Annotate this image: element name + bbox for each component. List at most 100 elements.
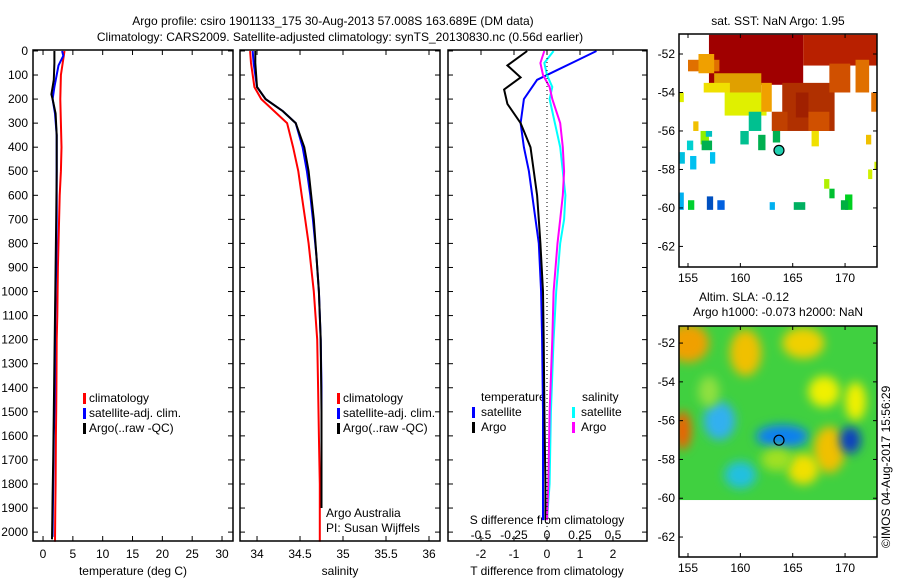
sst-cell: [709, 152, 716, 164]
plot-frame: [32, 49, 234, 542]
y-tick-label: 200: [8, 92, 28, 106]
y-tick-label: 2000: [1, 525, 28, 539]
x-tick-label: 10: [96, 547, 110, 561]
sst-cell: [679, 92, 684, 103]
sst-cell: [693, 121, 699, 131]
x-tick-label: 1: [577, 547, 584, 561]
series-line-argo: [50, 51, 58, 540]
sst-cell: [688, 200, 695, 210]
legend-swatch: [83, 408, 86, 419]
sla-blob: [698, 376, 720, 407]
sla-blob: [808, 376, 840, 407]
y-tick-label: -52: [658, 47, 676, 61]
sst-cell: [690, 155, 697, 170]
sst-cell: [761, 82, 772, 112]
legend-label: satellite-adj. clim.: [343, 406, 435, 420]
y-tick-label: 1100: [2, 309, 28, 323]
y-tick-label: -62: [658, 530, 676, 544]
x-tick-label-salinity: 0.5: [605, 528, 622, 542]
legend-label: Argo: [581, 420, 607, 434]
y-tick-label: -58: [658, 162, 676, 176]
sst-cell: [706, 196, 714, 210]
y-tick-label: 1900: [1, 501, 28, 515]
sla-blob: [729, 329, 762, 376]
sst-cell: [829, 188, 835, 199]
series-line-salinity-argo: [539, 50, 566, 521]
map-frame: [678, 33, 878, 268]
legend-label: Argo(..raw -QC): [343, 421, 428, 435]
title-line-1: Argo profile: csiro 1901133_175 30-Aug-2…: [132, 14, 533, 28]
sst-cell: [679, 192, 684, 210]
legend-temperature-title: temperature: [481, 390, 546, 404]
y-tick-label: 800: [8, 236, 28, 250]
sst-cell: [758, 134, 766, 151]
y-tick-label: -56: [658, 124, 676, 138]
sst-cell: [771, 111, 788, 131]
sst-cell: [679, 152, 685, 164]
sla-blob: [679, 326, 709, 363]
map-frame: [678, 325, 878, 558]
y-tick-label: -54: [658, 85, 676, 99]
credit-pi: PI: Susan Wijffels: [326, 521, 420, 535]
y-tick-label: 1500: [1, 405, 28, 419]
sst-cell: [829, 63, 851, 93]
difference-xlabel: T difference from climatology: [470, 564, 624, 578]
y-tick-label: 1600: [1, 429, 28, 443]
legend-swatch: [472, 422, 475, 433]
y-tick-label: 400: [8, 140, 28, 154]
sst-cell: [705, 130, 713, 137]
sst-cell: [868, 169, 873, 180]
legend-swatch: [337, 423, 340, 434]
legend-swatch: [572, 407, 575, 418]
x-tick-label: 35.5: [374, 547, 398, 561]
legend-label: satellite: [481, 405, 522, 419]
sst-cell: [717, 200, 725, 210]
sst-cell: [795, 92, 809, 118]
legend-swatch: [337, 393, 340, 404]
x-tick-label-salinity: 0.25: [568, 528, 592, 542]
y-tick-label: -62: [658, 239, 676, 253]
sst-cell: [740, 130, 749, 145]
sla-blob: [703, 401, 736, 440]
sst-cell: [700, 130, 709, 145]
y-tick-label: 600: [8, 188, 28, 202]
x-tick-label: 34.5: [288, 547, 312, 561]
x-tick-label: 155: [678, 561, 698, 575]
sst-cell: [772, 130, 781, 143]
y-tick-label: -52: [658, 336, 676, 350]
x-tick-label: 34: [250, 547, 264, 561]
x-tick-label-salinity: 0: [544, 528, 551, 542]
y-tick-label: 1700: [1, 453, 28, 467]
legend-swatch: [83, 423, 86, 434]
legend-label: Argo: [481, 420, 507, 434]
temperature-xlabel: temperature (deg C): [79, 564, 187, 578]
legend-swatch: [337, 408, 340, 419]
sla-blob: [787, 453, 819, 485]
x-tick-label: 5: [70, 547, 77, 561]
x-tick-label: 160: [730, 561, 750, 575]
sst-cell: [808, 111, 830, 131]
sst-cell: [686, 140, 694, 151]
argo-position-marker: [773, 434, 785, 446]
x-tick-label: -1: [509, 547, 520, 561]
sla-map-title-1: Altim. SLA: -0.12: [699, 290, 789, 304]
series-line-climatology: [249, 50, 321, 542]
x-tick-label: 35: [336, 547, 350, 561]
sst-cell: [701, 140, 713, 151]
x-tick-label: 0: [40, 547, 47, 561]
legend-swatch: [83, 393, 86, 404]
x-tick-label: 0: [544, 547, 551, 561]
sst-cell: [874, 161, 877, 170]
x-tick-label: 165: [783, 561, 803, 575]
legend-label: satellite: [581, 405, 622, 419]
sla-map-title-2: Argo h1000: -0.073 h2000: NaN: [693, 305, 863, 319]
sst-map-panel: sat. SST: NaN Argo: 1.95 155 160 165 170 -52…: [658, 14, 878, 285]
sst-cell: [845, 194, 853, 210]
sst-cell: [698, 54, 715, 74]
plot-frame: [447, 49, 648, 542]
x-tick-label: 170: [835, 561, 855, 575]
x-tick-label: 20: [156, 547, 170, 561]
x-tick-label: 165: [783, 271, 803, 285]
salinity-panel: salinity Argo Australia PI: Susan Wijffe…: [239, 49, 441, 578]
sla-blob: [813, 426, 846, 473]
